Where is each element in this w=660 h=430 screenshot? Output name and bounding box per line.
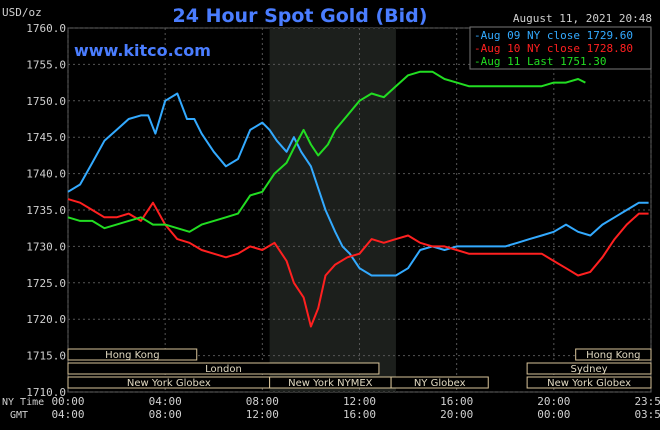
x-tick-label-gmt: 04:00: [51, 408, 84, 421]
market-session-bar: [67, 348, 198, 361]
market-session-label: New York Globex: [547, 378, 631, 389]
x-tick-label-gmt: 12:00: [246, 408, 279, 421]
y-tick-label: 1745.0: [26, 131, 66, 144]
market-session-bar: [390, 376, 489, 389]
x-tick-label-ny: 04:00: [149, 395, 182, 408]
x-tick-label-gmt: 00:00: [537, 408, 570, 421]
market-session-label: New York NYMEX: [288, 378, 373, 389]
legend-entry: -Aug 11 Last 1751.30: [474, 55, 606, 68]
legend-entry: -Aug 10 NY close 1728.80: [474, 42, 633, 55]
x-tick-label-gmt: 08:00: [149, 408, 182, 421]
market-session-label: Hong Kong: [586, 350, 640, 361]
series-line: [67, 198, 649, 328]
chart-timestamp: August 11, 2021 20:48: [513, 12, 652, 25]
y-tick-label: 1755.0: [26, 58, 66, 71]
market-session-bar: [526, 376, 652, 389]
y-tick-label: 1760.0: [26, 22, 66, 35]
market-session-bar: [67, 362, 380, 375]
y-tick-label: 1735.0: [26, 204, 66, 217]
x-tick-label-ny: 12:00: [343, 395, 376, 408]
x-tick-label-ny: 23:59: [634, 395, 660, 408]
market-session-label: Sydney: [571, 364, 608, 375]
y-tick-label: 1715.0: [26, 350, 66, 363]
legend-entry: -Aug 09 NY close 1729.60: [474, 29, 633, 42]
market-session-label: NY Globex: [414, 378, 466, 389]
market-session-bar: [575, 348, 652, 361]
market-session-label: Hong Kong: [105, 350, 159, 361]
y-unit-label: USD/oz: [2, 6, 42, 19]
chart-title: 24 Hour Spot Gold (Bid): [173, 5, 428, 27]
market-session-bar: [526, 362, 652, 375]
y-tick-label: 1725.0: [26, 277, 66, 290]
x-tick-label-ny: 08:00: [246, 395, 279, 408]
site-watermark: www.kitco.com: [74, 41, 211, 60]
legend-box: [469, 26, 652, 70]
x-tick-label-gmt: 16:00: [343, 408, 376, 421]
x-tick-label-ny: 20:00: [537, 395, 570, 408]
x-tick-label-ny: 00:00: [51, 395, 84, 408]
gmt-row-label: GMT: [10, 410, 28, 421]
series-line: [67, 70, 586, 233]
legend: -Aug 09 NY close 1729.60-Aug 10 NY close…: [469, 26, 652, 70]
series-line: [67, 92, 649, 277]
y-tick-label: 1720.0: [26, 313, 66, 326]
x-tick-label-ny: 16:00: [440, 395, 473, 408]
market-session-label: New York Globex: [127, 378, 211, 389]
y-tick-label: 1740.0: [26, 168, 66, 181]
y-tick-label: 1710.0: [26, 386, 66, 399]
x-tick-label-gmt: 20:00: [440, 408, 473, 421]
x-tick-label-gmt: 03:59: [634, 408, 660, 421]
ny-time-row-label: NY Time: [2, 397, 44, 408]
market-session-label: London: [205, 364, 242, 375]
y-tick-label: 1750.0: [26, 95, 66, 108]
y-tick-label: 1730.0: [26, 240, 66, 253]
